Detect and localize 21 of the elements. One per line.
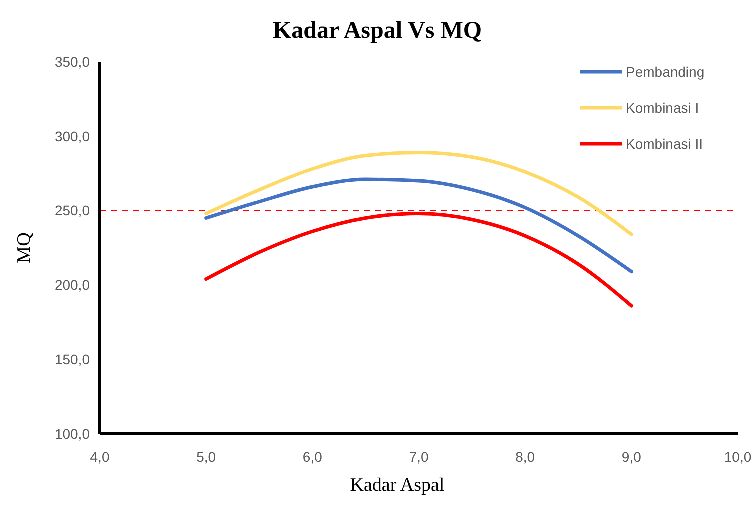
legend-label: Pembanding xyxy=(626,64,705,80)
line-series xyxy=(204,151,634,236)
x-tick-label: 4,0 xyxy=(90,449,110,465)
x-tick-label: 10,0 xyxy=(724,449,752,465)
x-tick-label: 8,0 xyxy=(516,449,536,465)
legend-label: Kombinasi I xyxy=(626,100,700,116)
y-tick-label: 250,0 xyxy=(54,202,90,219)
y-tick-label: 150,0 xyxy=(54,352,90,368)
x-axis-title: Kadar Aspal xyxy=(350,475,445,496)
x-tick-label: 9,0 xyxy=(622,449,642,465)
x-tick-label: 6,0 xyxy=(302,449,323,465)
y-tick-label: 300,0 xyxy=(54,128,90,144)
legend-label: Kombinasi II xyxy=(626,136,704,152)
chart-title: Kadar Aspal Vs MQ xyxy=(272,18,482,44)
y-tick-label: 100,0 xyxy=(54,426,90,442)
x-tick-label: 7,0 xyxy=(409,449,429,465)
y-tick-label: 350,0 xyxy=(54,54,90,70)
y-tick-label: 200,0 xyxy=(54,277,90,294)
line-series xyxy=(204,178,634,274)
x-tick-label: 5,0 xyxy=(196,449,216,465)
y-axis-title: MQ xyxy=(14,232,35,264)
